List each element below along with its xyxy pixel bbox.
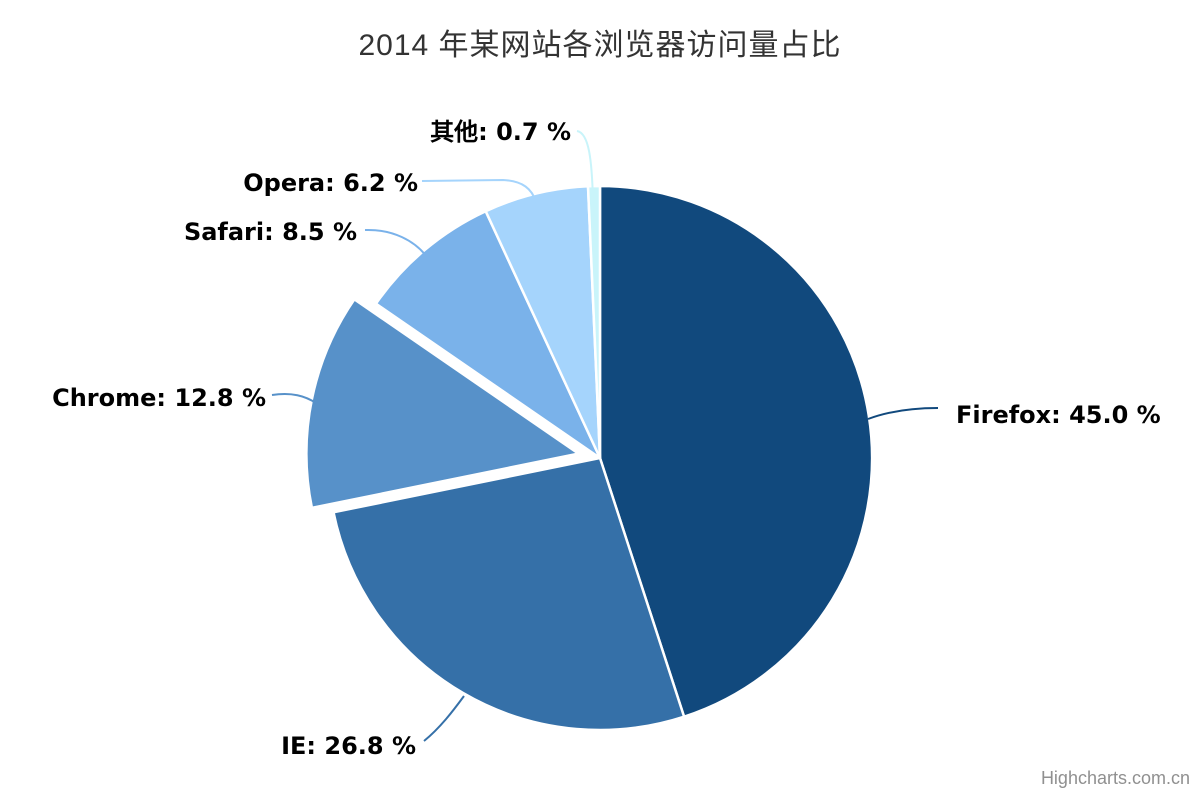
label-connector-safari bbox=[364, 228, 428, 258]
pie-slice-firefox[interactable] bbox=[598, 184, 874, 718]
data-label-firefox: Firefox: 45.0 % bbox=[956, 401, 1161, 429]
label-connector-opera bbox=[421, 178, 537, 203]
data-label-ie: IE: 26.8 % bbox=[281, 732, 416, 760]
pie-slice-chrome[interactable] bbox=[305, 298, 580, 510]
pie-slice-other[interactable] bbox=[586, 184, 602, 460]
label-connector-other bbox=[576, 130, 594, 203]
label-connector-chrome bbox=[271, 393, 317, 404]
data-label-other: 其他: 0.7 % bbox=[430, 118, 571, 146]
data-label-chrome: Chrome: 12.8 % bbox=[52, 384, 266, 412]
pie-slice-ie[interactable] bbox=[332, 456, 686, 732]
label-connector-ie bbox=[423, 695, 465, 742]
data-label-opera: Opera: 6.2 % bbox=[243, 169, 418, 197]
chart-title: 2014 年某网站各浏览器访问量占比 bbox=[358, 29, 842, 62]
credits-link[interactable]: Highcharts.com.cn bbox=[1040, 768, 1190, 788]
data-label-safari: Safari: 8.5 % bbox=[183, 218, 357, 246]
label-connector-firefox bbox=[867, 407, 939, 420]
pie-slice-safari[interactable] bbox=[374, 209, 602, 460]
